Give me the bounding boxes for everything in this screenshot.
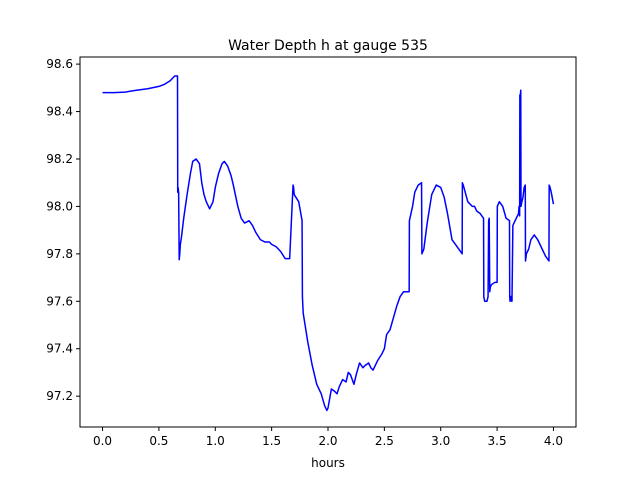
y-tick-label: 98.2 [46, 152, 73, 166]
y-tick-label: 98.4 [46, 105, 73, 119]
x-tick-label: 3.0 [431, 434, 450, 448]
x-tick-label: 3.5 [488, 434, 507, 448]
y-tick-label: 97.4 [46, 342, 73, 356]
chart-title: Water Depth h at gauge 535 [228, 38, 428, 54]
y-axis: 97.2 97.4 97.6 97.8 98.0 98.2 98.4 98.6 [46, 57, 80, 403]
x-tick-label: 2.0 [318, 434, 337, 448]
x-axis: 0.0 0.5 1.0 1.5 2.0 2.5 3.0 3.5 4.0 [93, 427, 563, 448]
x-tick-label: 0.5 [149, 434, 168, 448]
x-tick-label: 1.0 [206, 434, 225, 448]
y-tick-label: 97.2 [46, 389, 73, 403]
series-line-0 [102, 75, 555, 412]
x-tick-label: 0.0 [93, 434, 112, 448]
y-tick-label: 98.6 [46, 57, 73, 71]
x-tick-label: 1.5 [262, 434, 281, 448]
x-axis-label: hours [311, 456, 345, 470]
y-tick-label: 98.0 [46, 199, 73, 213]
x-tick-label: 4.0 [544, 434, 563, 448]
x-tick-label: 2.5 [375, 434, 394, 448]
plot-area [102, 75, 555, 412]
y-tick-label: 97.8 [46, 247, 73, 261]
y-tick-label: 97.6 [46, 294, 73, 308]
